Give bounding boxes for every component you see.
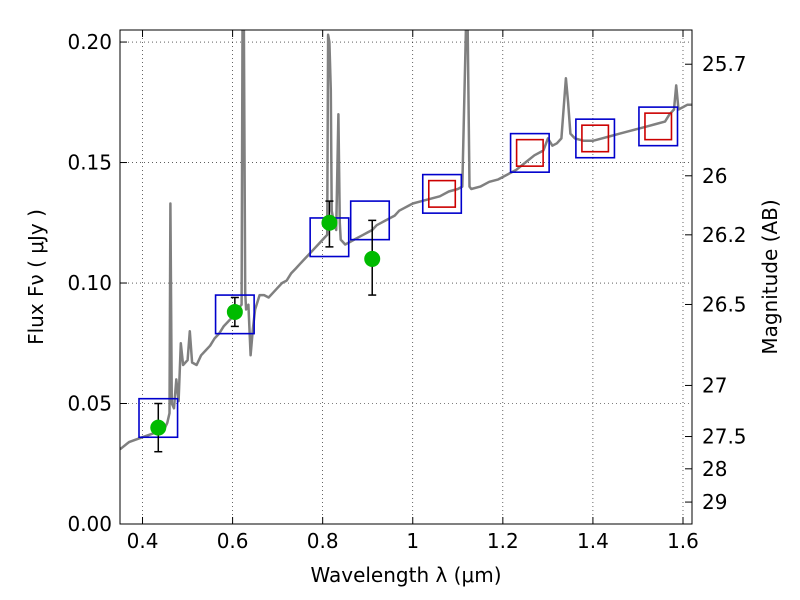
model-box-marker	[421, 173, 463, 214]
plot-content	[120, 30, 692, 453]
y-tick-label: 0.20	[67, 30, 112, 54]
x-tick-label: 0.8	[307, 529, 339, 553]
model-box-inner-marker	[644, 112, 673, 141]
y2-axis-label: Magnitude (AB)	[758, 199, 782, 354]
y2-tick-label: 27	[702, 373, 727, 397]
y-tick-label: 0.15	[67, 151, 112, 175]
x-tick-label: 1.6	[667, 529, 699, 553]
y2-tick-label: 27.5	[702, 425, 747, 449]
y2-tick-label: 29	[702, 490, 727, 514]
y-tick-label: 0.10	[67, 271, 112, 295]
model-box-marker	[509, 132, 550, 173]
y-axis-ticks: 0.00 0.05 0.10 0.15 0.20	[67, 30, 127, 536]
plot-frame	[119, 29, 693, 525]
y2-tick-label: 26.2	[702, 223, 747, 247]
model-box-marker	[349, 200, 391, 241]
y2-tick-label: 28	[702, 457, 727, 481]
y-tick-label: 0.00	[67, 512, 112, 536]
observed-flux-point	[364, 250, 381, 267]
x-axis-ticks: 0.4 0.6 0.8 1 1.2 1.4 1.6	[127, 30, 699, 553]
y-axis-label: Flux Fν ( μJy )	[24, 209, 48, 345]
model-box-inner-marker	[515, 138, 544, 167]
model-box-inner-marker	[427, 179, 457, 208]
y2-tick-label: 26	[702, 164, 727, 188]
y2-tick-label: 26.5	[702, 292, 747, 316]
x-tick-label: 0.4	[127, 529, 159, 553]
x-tick-label: 1	[406, 529, 419, 553]
y-tick-label: 0.05	[67, 392, 112, 416]
x-tick-label: 0.6	[217, 529, 249, 553]
model-box-marker	[214, 294, 255, 335]
x-tick-label: 1.4	[577, 529, 609, 553]
model-box-marker	[638, 106, 679, 147]
model-box-inner-marker	[581, 124, 610, 153]
x-tick-label: 1.2	[487, 529, 519, 553]
y2-tick-label: 25.7	[702, 52, 747, 76]
x-axis-label: Wavelength λ (μm)	[310, 563, 501, 587]
observed-flux-point	[226, 303, 243, 320]
observed-flux-point	[321, 214, 338, 231]
model-box-marker	[575, 118, 616, 159]
y2-axis-ticks: 25.7 26 26.2 26.5 27 27.5 28 29	[685, 52, 747, 514]
observed-flux-point	[150, 419, 167, 436]
spectrum-line	[120, 30, 692, 451]
